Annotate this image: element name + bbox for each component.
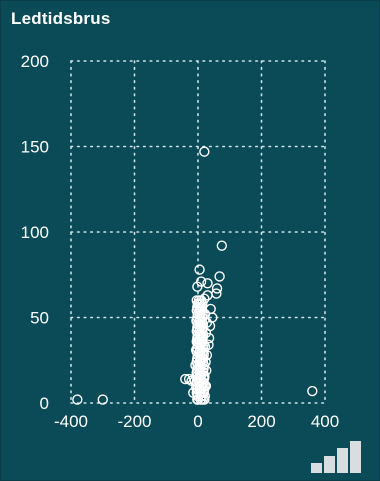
tick-labels: -400 -200 0 200 400 0 50 100 150 200: [21, 52, 340, 431]
data-point: [197, 367, 209, 378]
x-tick-label: -400: [54, 412, 88, 431]
y-tick-label: 150: [21, 138, 49, 157]
data-point: [194, 264, 205, 275]
data-point: [202, 290, 213, 301]
data-point: [199, 146, 210, 157]
y-tick-label: 50: [30, 309, 49, 328]
data-point: [205, 303, 216, 315]
y-tick-label: 200: [21, 52, 49, 71]
panel-title: Ledtidsbrus: [11, 9, 111, 28]
data-point: [211, 283, 223, 294]
data-point: [195, 295, 207, 306]
x-tick-label: -200: [117, 412, 151, 431]
data-point: [192, 353, 203, 364]
y-tick-label: 0: [40, 394, 49, 413]
data-point: [195, 276, 207, 287]
data-point: [198, 387, 209, 398]
x-tick-label: 400: [311, 412, 339, 431]
data-point: [192, 332, 203, 344]
data-point: [72, 394, 83, 405]
data-point: [180, 373, 191, 385]
data-point: [197, 356, 209, 368]
data-point: [216, 240, 228, 251]
data-point: [97, 394, 108, 405]
x-tick-label: 0: [193, 412, 202, 431]
data-point: [192, 343, 203, 354]
data-point: [198, 377, 209, 388]
data-point: [214, 271, 225, 282]
signal-bars-icon[interactable]: [309, 439, 369, 475]
data-point: [202, 278, 213, 289]
data-point: [307, 385, 318, 397]
data-points: [72, 146, 318, 405]
y-tick-label: 100: [21, 223, 49, 242]
x-tick-label: 200: [247, 412, 275, 431]
